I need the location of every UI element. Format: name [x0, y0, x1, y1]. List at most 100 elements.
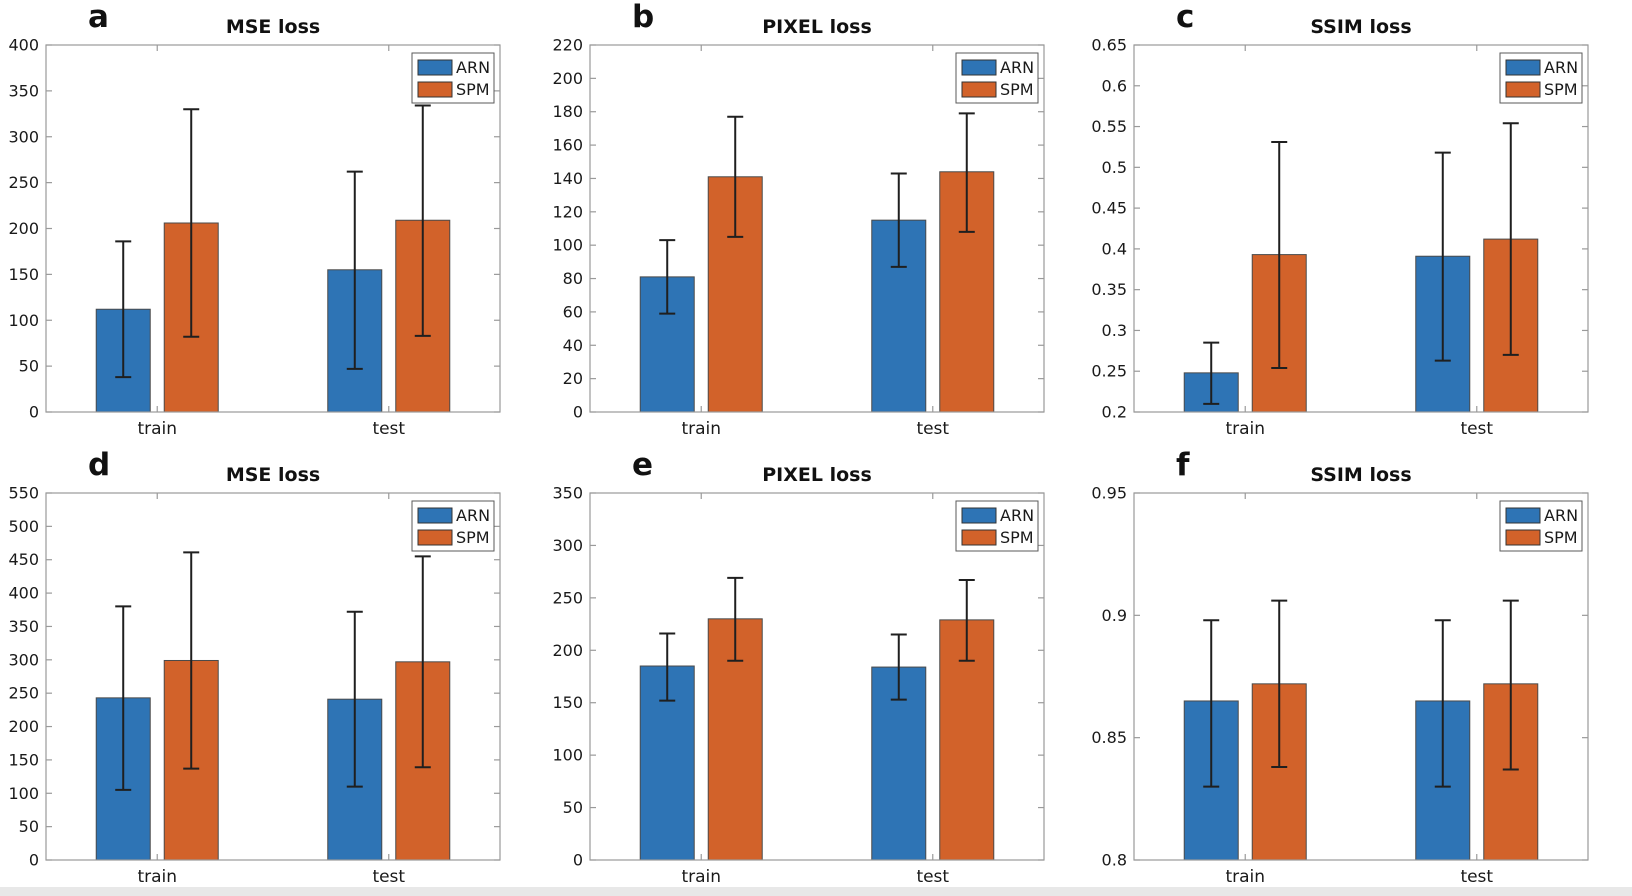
panel-b-chart: 0 20 40 60 80 100 120 140 160 180 200 220 train test P… — [552, 16, 1045, 439]
panel-title: SSIM loss — [1310, 16, 1411, 38]
y-tick-label: 150 — [8, 750, 39, 769]
panel-c: c 0.2 0.25 0.3 0.35 0.4 0.45 0.5 0.55 0.6 0.65 tra… — [1088, 0, 1632, 448]
errorbar-arn-test — [1434, 619, 1451, 788]
y-tick-label: 0.35 — [1091, 280, 1127, 299]
errorbar-spm-train — [1271, 599, 1288, 769]
x-tick-label: train — [681, 419, 721, 439]
y-tick-label: 0 — [573, 851, 583, 870]
y-tick-label: 200 — [8, 219, 39, 238]
axis-box — [45, 492, 501, 861]
legend-swatch-spm — [961, 81, 997, 98]
panel-letter: c — [1176, 0, 1195, 35]
legend-swatch-spm — [961, 529, 997, 546]
y-tick-label: 300 — [8, 127, 39, 146]
x-tick-label: test — [372, 867, 405, 887]
y-tick-label: 100 — [8, 784, 39, 803]
panel-c-chart: 0.2 0.25 0.3 0.35 0.4 0.45 0.5 0.55 0.6 0.65 train… — [1091, 16, 1589, 439]
errorbar-arn-train — [1203, 619, 1220, 788]
bar-spm-train — [707, 618, 763, 861]
panel-title: PIXEL loss — [762, 464, 872, 486]
y-tick-label: 0 — [29, 851, 39, 870]
errorbar-spm-test — [958, 112, 975, 233]
y-tick-label: 350 — [8, 81, 39, 100]
y-tick-label: 20 — [563, 369, 583, 388]
page-bottom-strip — [0, 887, 1632, 896]
x-tick-label: test — [916, 867, 949, 887]
panel-d-chart: 0 50 100 150 200 250 300 350 400 450 500 550 train te… — [8, 464, 501, 887]
panel-a: a 0 50 100 150 200 250 300 350 400 train test MSE l… — [0, 0, 544, 448]
x-tick-label: test — [1460, 419, 1493, 439]
legend-swatch-spm — [417, 81, 453, 98]
x-tick-label: train — [137, 867, 177, 887]
legend-swatch-arn — [417, 507, 453, 524]
x-tick-label: train — [1225, 867, 1265, 887]
y-tick-label: 180 — [552, 102, 583, 121]
y-tick-label: 250 — [552, 588, 583, 607]
y-tick-label: 80 — [563, 269, 583, 288]
y-tick-label: 60 — [563, 302, 583, 321]
panel-letter: d — [88, 447, 111, 483]
errorbar-arn-test — [346, 610, 363, 788]
y-tick-label: 400 — [8, 36, 39, 55]
y-tick-label: 500 — [8, 517, 39, 536]
y-tick-label: 0.2 — [1102, 403, 1127, 422]
legend-label-spm: SPM — [1000, 80, 1034, 99]
y-tick-label: 220 — [552, 36, 583, 55]
legend-label-arn: ARN — [1000, 506, 1034, 525]
legend-swatch-arn — [961, 59, 997, 76]
y-tick-label: 200 — [8, 717, 39, 736]
y-tick-label: 0.9 — [1102, 606, 1127, 625]
errorbar-arn-test — [346, 170, 363, 370]
axis-box — [1133, 44, 1589, 413]
y-tick-label: 200 — [552, 69, 583, 88]
y-tick-label: 160 — [552, 136, 583, 155]
panel-b: b 0 20 40 60 80 100 120 140 160 180 200 220 train tes… — [544, 0, 1088, 448]
panel-title: MSE loss — [226, 464, 320, 486]
legend-label-spm: SPM — [1544, 528, 1578, 547]
y-tick-label: 140 — [552, 169, 583, 188]
legend-swatch-spm — [417, 529, 453, 546]
panel-f: f 0.8 0.85 0.9 0.95 train test SSIM loss ARN SPM — [1088, 448, 1632, 896]
y-tick-label: 100 — [552, 236, 583, 255]
y-tick-label: 0.6 — [1102, 76, 1127, 95]
axis-box — [1133, 492, 1589, 861]
errorbar-spm-train — [727, 115, 744, 238]
errorbar-arn-train — [115, 605, 132, 791]
errorbar-arn-train — [115, 240, 132, 379]
legend-swatch-arn — [1505, 507, 1541, 524]
errorbar-spm-test — [414, 555, 431, 769]
y-tick-label: 250 — [8, 173, 39, 192]
y-tick-label: 400 — [8, 584, 39, 603]
y-tick-label: 0.85 — [1091, 728, 1127, 747]
y-tick-label: 250 — [8, 684, 39, 703]
panel-a-chart: 0 50 100 150 200 250 300 350 400 train test MSE los… — [8, 16, 501, 439]
y-tick-label: 0.25 — [1091, 362, 1127, 381]
y-tick-label: 550 — [8, 484, 39, 503]
y-tick-label: 350 — [552, 484, 583, 503]
x-tick-label: train — [681, 867, 721, 887]
axis-box — [589, 492, 1045, 861]
y-tick-label: 450 — [8, 550, 39, 569]
errorbar-arn-test — [890, 633, 907, 701]
errorbar-arn-train — [659, 239, 676, 315]
y-tick-label: 0.8 — [1102, 851, 1127, 870]
panel-title: PIXEL loss — [762, 16, 872, 38]
legend-label-spm: SPM — [456, 80, 490, 99]
errorbar-arn-test — [890, 172, 907, 268]
legend-swatch-arn — [1505, 59, 1541, 76]
legend-label-arn: ARN — [1544, 506, 1578, 525]
y-tick-label: 150 — [552, 693, 583, 712]
legend-label-arn: ARN — [456, 506, 490, 525]
y-tick-label: 0.45 — [1091, 199, 1127, 218]
y-tick-label: 100 — [8, 311, 39, 330]
x-tick-label: train — [137, 419, 177, 439]
y-tick-label: 0.3 — [1102, 321, 1127, 340]
panel-letter: e — [632, 447, 654, 483]
errorbar-spm-test — [958, 579, 975, 662]
errorbar-arn-test — [1434, 151, 1451, 362]
errorbar-arn-train — [659, 632, 676, 702]
legend-swatch-arn — [961, 507, 997, 524]
y-tick-label: 0.95 — [1091, 484, 1127, 503]
errorbar-spm-test — [1502, 122, 1519, 356]
